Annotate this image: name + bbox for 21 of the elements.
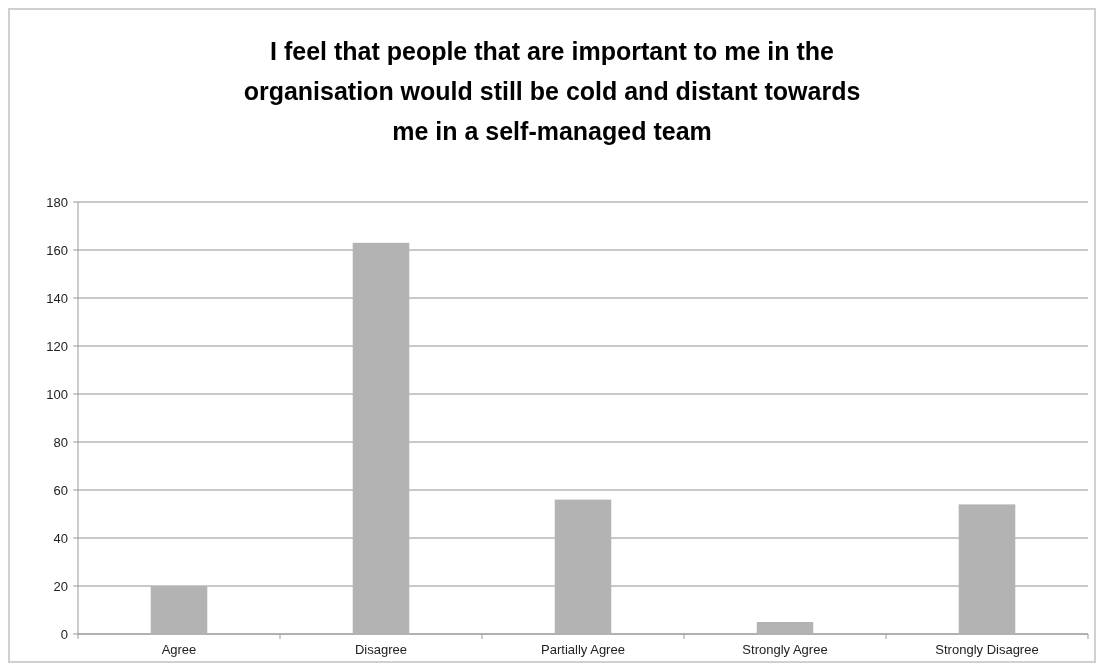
y-tick-label: 120 [46,338,68,354]
y-tick-label: 80 [53,434,68,450]
bar [150,586,208,634]
chart-title: I feel that people that are important to me in the organisation would still be cold and distant towards me in a self-managed team [243,37,861,145]
x-tick-label: Partially Agree [541,642,625,657]
y-tick-label: 140 [46,290,68,306]
x-tick-label: Strongly Disagree [935,642,1039,657]
bar [958,504,1016,634]
y-tick-label: 100 [46,386,68,402]
y-tick-label: 40 [53,530,68,546]
y-tick-label: 160 [46,242,68,258]
y-tick-label: 20 [53,578,68,594]
y-tick-label: 0 [60,626,68,642]
y-tick-label: 60 [53,482,68,498]
y-tick-label: 180 [46,194,68,210]
bar [756,622,814,634]
x-tick-label: Disagree [354,642,408,657]
x-tick-label: Strongly Agree [742,642,828,657]
bar [554,499,612,634]
x-tick-label: Agree [161,642,197,657]
bar [352,242,410,634]
